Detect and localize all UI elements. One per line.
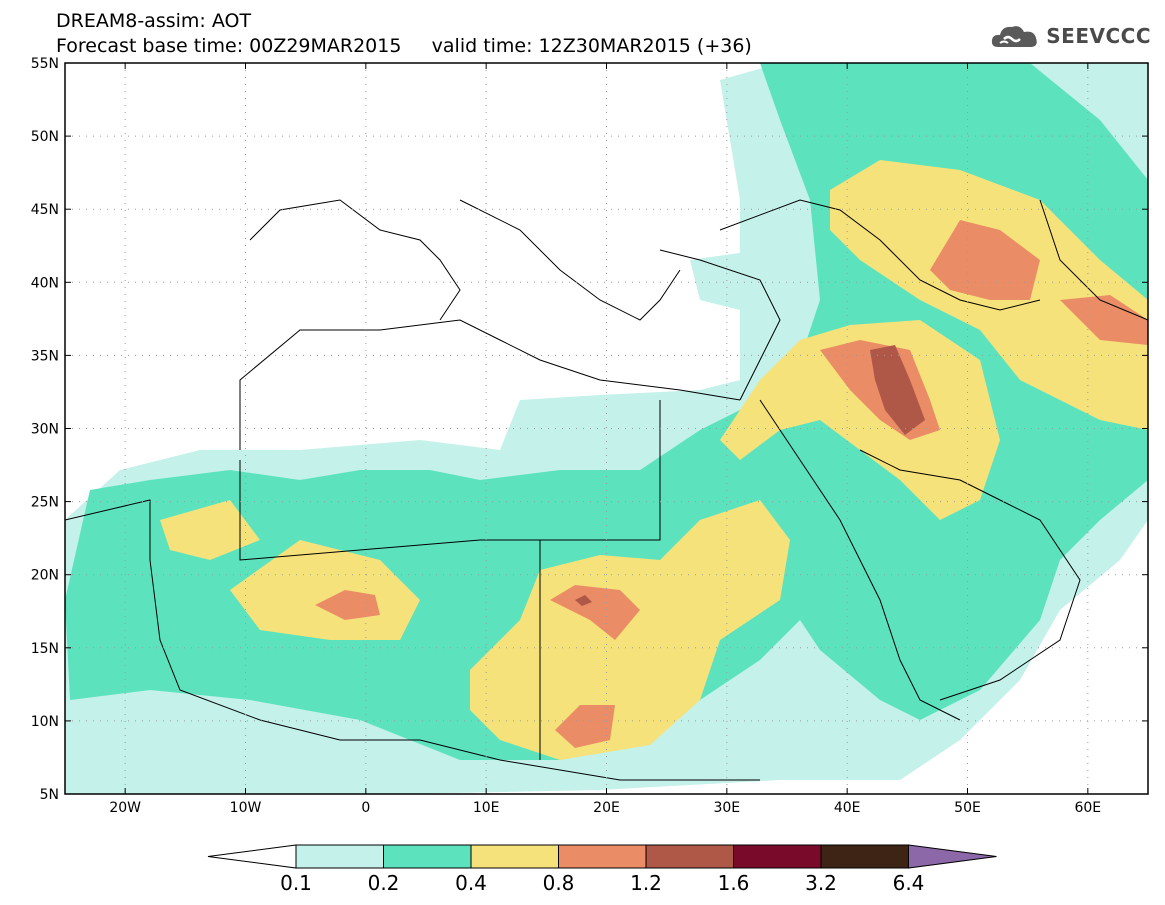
lat-tick-label: 40N (31, 275, 59, 291)
colorbar-swatch (733, 844, 822, 869)
aot-band-1.2 (870, 345, 925, 435)
lon-tick-label: 20E (593, 800, 620, 816)
gridlines (65, 63, 1148, 794)
colorbar-label: 0.1 (280, 871, 312, 895)
colorbar-swatch (645, 844, 734, 869)
coastlines (65, 199, 1148, 781)
colorbar-swatch (383, 844, 472, 869)
colorbar-label: 0.8 (543, 871, 575, 895)
lon-tick-label: 40E (834, 800, 861, 816)
chart-title: DREAM8-assim: AOT (56, 10, 252, 32)
aot-band-0.8 (315, 590, 380, 620)
aot-band-0.8 (550, 585, 640, 640)
colorbar: 0.1 0.2 0.4 0.8 1.2 1.6 3.2 6.4 (207, 844, 997, 895)
lat-tick-label: 15N (31, 641, 59, 657)
forecast-times: Forecast base time: 00Z29MAR2015 valid t… (56, 35, 752, 57)
lon-tick-label: 30E (713, 800, 740, 816)
brand-name: SEEVCCC (1046, 24, 1151, 48)
lon-tick-label: 50E (954, 800, 981, 816)
aot-band-0.4 (720, 320, 1000, 520)
aot-band-0.4 (470, 500, 790, 760)
cloud-logo-icon (992, 26, 1037, 47)
aot-band-0.4 (160, 500, 260, 560)
lat-tick-label: 10N (31, 714, 59, 730)
lat-tick-label: 45N (31, 202, 59, 218)
colorbar-label: 1.2 (630, 871, 662, 895)
lat-tick-label: 55N (31, 56, 59, 72)
colorbar-under-arrow (207, 844, 297, 869)
colorbar-swatch (470, 844, 559, 869)
aot-band-1.2 (575, 595, 592, 606)
colorbar-label: 3.2 (805, 871, 837, 895)
lat-tick-label: 50N (31, 129, 59, 145)
colorbar-swatch (558, 844, 647, 869)
colorbar-swatch (295, 844, 384, 869)
lon-tick-label: 0 (361, 800, 370, 816)
lon-tick-label: 10W (230, 800, 262, 816)
colorbar-swatch (820, 844, 909, 869)
lat-tick-label: 30N (31, 422, 59, 438)
lon-labels: 20W 10W 0 10E 20E 30E 40E 50E 60E (109, 800, 1101, 816)
aot-band-0.8 (1060, 295, 1148, 345)
lat-tick-label: 20N (31, 568, 59, 584)
colorbar-label: 6.4 (893, 871, 925, 895)
aot-band-0.2 (850, 70, 940, 120)
lat-tick-label: 35N (31, 348, 59, 364)
lat-labels: 55N 50N 45N 40N 35N 30N 25N 20N 15N 10N 5N (31, 56, 59, 803)
colorbar-label: 0.4 (455, 871, 487, 895)
colorbar-over-arrow (908, 844, 997, 869)
colorbar-label: 1.6 (718, 871, 750, 895)
aot-band-0.8 (930, 220, 1040, 300)
lat-tick-label: 25N (31, 495, 59, 511)
lon-tick-label: 60E (1074, 800, 1101, 816)
colorbar-label: 0.2 (368, 871, 400, 895)
lon-tick-label: 20W (109, 800, 141, 816)
brand-logo: SEEVCCC (990, 22, 1151, 50)
lat-tick-label: 5N (40, 787, 59, 803)
axis-ticks (65, 62, 1148, 795)
aot-band-0.8 (555, 705, 615, 748)
lon-tick-label: 10E (473, 800, 500, 816)
